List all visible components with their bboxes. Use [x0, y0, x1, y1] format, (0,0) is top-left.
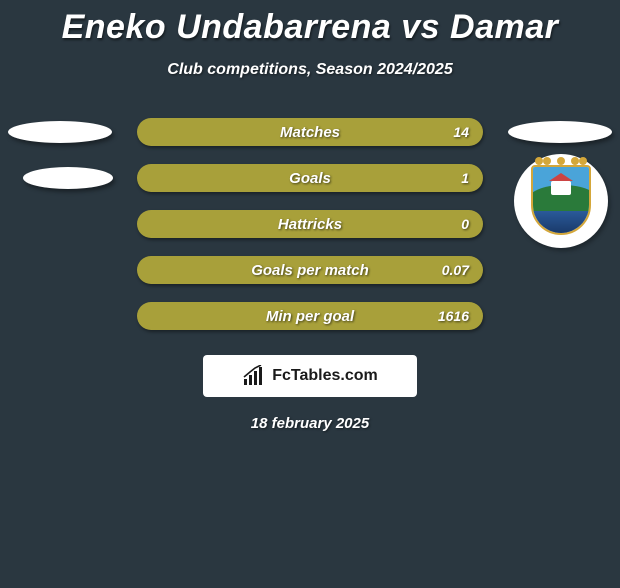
footer-brand-box[interactable]: FcTables.com	[203, 355, 417, 397]
stat-label: Goals	[137, 170, 483, 187]
stat-bar: Goals per match 0.07	[137, 256, 483, 284]
stat-label: Hattricks	[137, 216, 483, 233]
stat-bar: Goals 1	[137, 164, 483, 192]
ellipse-icon	[508, 121, 612, 143]
stats-area: Matches 14	[0, 109, 620, 339]
stat-value: 0.07	[442, 262, 469, 278]
stat-row: Min per goal 1616	[0, 293, 620, 339]
subtitle: Club competitions, Season 2024/2025	[0, 61, 620, 79]
ellipse-icon	[8, 121, 112, 143]
stat-bar: Min per goal 1616	[137, 302, 483, 330]
stat-row: Hattricks 0	[0, 201, 620, 247]
stat-value: 14	[453, 124, 469, 140]
ellipse-icon	[23, 167, 113, 189]
stat-value: 1	[461, 170, 469, 186]
stat-bar: Matches 14	[137, 118, 483, 146]
bar-chart-icon	[242, 365, 268, 387]
stat-row: Goals 1	[0, 155, 620, 201]
stat-row: Goals per match 0.07	[0, 247, 620, 293]
stat-label: Matches	[137, 124, 483, 141]
left-badge-ellipse-1	[8, 121, 112, 143]
right-badge-ellipse	[508, 121, 612, 143]
date-text: 18 february 2025	[0, 415, 620, 432]
left-badge-ellipse-2	[8, 167, 113, 189]
stat-label: Goals per match	[137, 262, 483, 279]
stat-value: 1616	[438, 308, 469, 324]
stat-bar: Hattricks 0	[137, 210, 483, 238]
footer-brand-text: FcTables.com	[272, 367, 378, 385]
stat-row: Matches 14	[0, 109, 620, 155]
stat-label: Min per goal	[137, 308, 483, 325]
page-title: Eneko Undabarrena vs Damar	[0, 8, 620, 47]
stat-value: 0	[461, 216, 469, 232]
